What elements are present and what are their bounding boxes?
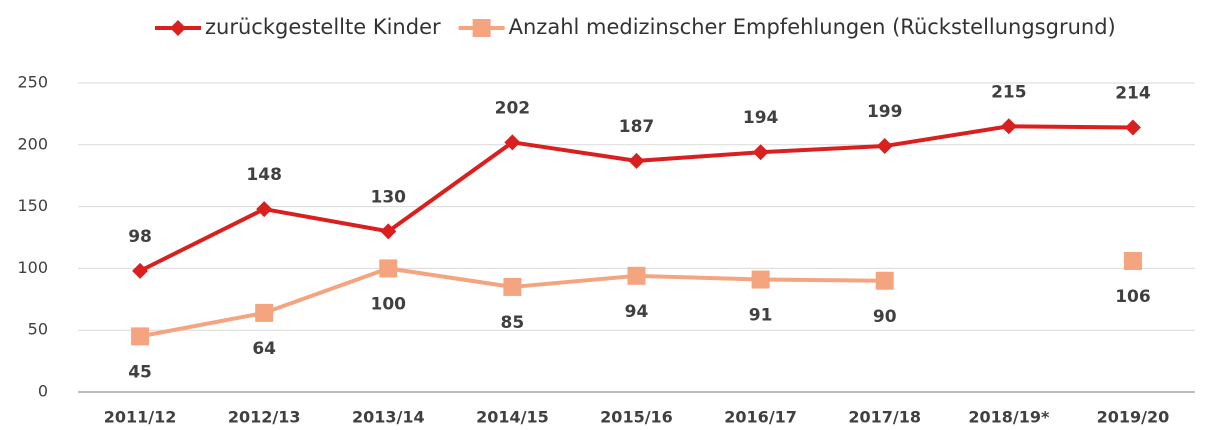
point <box>752 144 769 161</box>
data-label: 130 <box>371 187 407 207</box>
x-tick-label: 2014/15 <box>476 408 549 427</box>
point <box>380 223 397 240</box>
y-tick-label: 200 <box>17 134 48 153</box>
series-line <box>139 124 1133 273</box>
point <box>255 303 274 322</box>
data-label: 91 <box>749 306 773 326</box>
legend-label: zurückgestellte Kinder <box>205 15 441 39</box>
data-label: 199 <box>867 102 903 122</box>
data-label: 194 <box>743 108 779 128</box>
point <box>1123 251 1142 270</box>
data-label: 90 <box>873 307 897 327</box>
point <box>1000 118 1017 135</box>
point <box>132 262 149 279</box>
data-label: 214 <box>1115 83 1151 103</box>
x-tick-label: 2016/17 <box>724 408 797 427</box>
legend-label: Anzahl medizinscher Empfehlungen (Rückst… <box>509 15 1116 39</box>
y-tick-label: 100 <box>17 258 48 277</box>
y-tick-label: 0 <box>38 382 48 401</box>
point <box>875 271 894 290</box>
y-tick-label: 250 <box>17 73 48 92</box>
data-label: 85 <box>501 313 525 333</box>
point <box>876 138 893 155</box>
data-label: 148 <box>246 165 282 185</box>
point <box>504 134 521 151</box>
legend-marker <box>170 20 186 36</box>
x-tick-label: 2018/19* <box>968 408 1050 427</box>
point <box>503 277 522 296</box>
data-label: 100 <box>371 294 407 314</box>
data-label: 202 <box>495 98 531 118</box>
y-tick-label: 150 <box>17 196 48 215</box>
x-tick-label: 2012/13 <box>228 408 301 427</box>
x-tick-label: 2011/12 <box>104 408 177 427</box>
x-tick-label: 2017/18 <box>848 408 921 427</box>
data-label: 106 <box>1115 287 1151 307</box>
point <box>256 201 273 218</box>
point <box>628 152 645 169</box>
data-label: 64 <box>252 339 276 359</box>
y-tick-label: 50 <box>28 320 48 339</box>
data-label: 187 <box>619 117 655 137</box>
x-tick-label: 2015/16 <box>600 408 673 427</box>
point <box>131 327 150 346</box>
legend-marker <box>472 19 491 37</box>
x-tick-label: 2013/14 <box>352 408 425 427</box>
point <box>379 259 398 278</box>
data-label: 45 <box>128 362 152 382</box>
data-label: 215 <box>991 82 1027 102</box>
data-label: 98 <box>128 227 152 247</box>
x-tick-label: 2019/20 <box>1097 408 1170 427</box>
point <box>627 266 646 285</box>
point <box>751 270 770 289</box>
point <box>1124 119 1141 136</box>
data-label: 94 <box>625 302 649 322</box>
